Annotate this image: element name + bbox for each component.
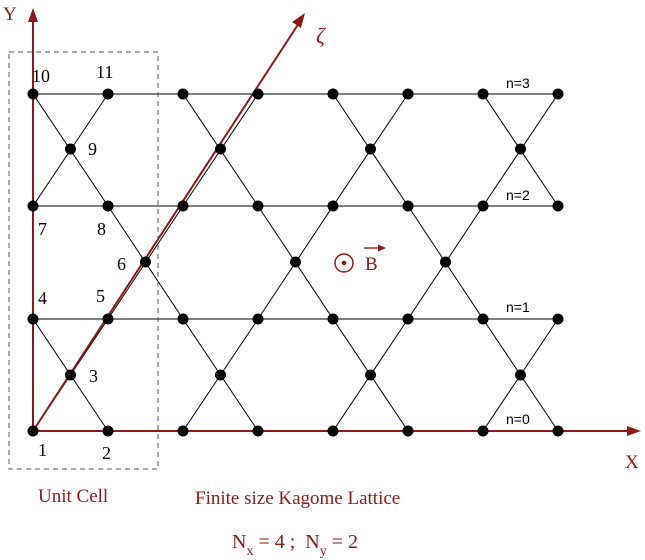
site-label-4: 4 bbox=[38, 288, 47, 308]
lattice-site bbox=[552, 200, 564, 212]
ny-symbol: N bbox=[305, 531, 319, 553]
zeta-axis-arrowhead bbox=[292, 13, 305, 28]
zeta-axis-label: ζ bbox=[316, 23, 327, 48]
lattice-site bbox=[402, 425, 414, 437]
lattice-site bbox=[477, 425, 489, 437]
unit-cell-box bbox=[8, 51, 159, 470]
lattice-site bbox=[552, 425, 564, 437]
lattice-site bbox=[252, 425, 264, 437]
diagram-title: Finite size Kagome Lattice bbox=[195, 488, 400, 509]
lattice-site bbox=[102, 88, 114, 100]
lattice-site bbox=[402, 313, 414, 325]
site-label-3: 3 bbox=[89, 366, 98, 386]
site-label-5: 5 bbox=[96, 286, 105, 306]
lattice-site bbox=[27, 425, 39, 437]
nx-subscript: x bbox=[246, 544, 253, 559]
lattice-site bbox=[27, 313, 39, 325]
lattice-site bbox=[177, 425, 189, 437]
nx-symbol: N bbox=[232, 531, 246, 553]
lattice-site bbox=[515, 369, 526, 381]
axes bbox=[28, 8, 641, 436]
lattice-site bbox=[102, 425, 114, 437]
lattice-site bbox=[102, 200, 114, 212]
site-label-7: 7 bbox=[38, 219, 47, 239]
lattice-size-formula: Nx = 4 ; Ny = 2 bbox=[232, 531, 358, 559]
lattice-site bbox=[402, 88, 414, 100]
unit-cell-caption: Unit Cell bbox=[38, 486, 108, 507]
field-symbol: B bbox=[365, 254, 378, 275]
lattice-site bbox=[215, 369, 226, 381]
site-label-11: 11 bbox=[96, 62, 113, 82]
lattice-site bbox=[252, 200, 264, 212]
lattice-site bbox=[65, 143, 76, 155]
site-label-2: 2 bbox=[102, 443, 111, 463]
lattice-site bbox=[65, 369, 76, 381]
lattice-sites bbox=[27, 88, 564, 437]
field-out-of-plane-icon bbox=[334, 253, 354, 273]
y-axis-arrowhead bbox=[28, 8, 38, 22]
lattice-site bbox=[327, 313, 339, 325]
site-label-8: 8 bbox=[97, 219, 106, 239]
lattice-site bbox=[252, 313, 264, 325]
lattice-site bbox=[365, 369, 376, 381]
lattice-site bbox=[552, 313, 564, 325]
nx-equation: = 4 ; bbox=[253, 531, 305, 553]
x-axis-arrowhead bbox=[627, 426, 641, 436]
lattice-site bbox=[27, 88, 39, 100]
lattice-site bbox=[177, 88, 189, 100]
site-label-9: 9 bbox=[88, 139, 97, 159]
lattice-site bbox=[177, 200, 189, 212]
ny-subscript: y bbox=[320, 544, 327, 559]
site-label-1: 1 bbox=[38, 440, 47, 460]
x-axis-label: X bbox=[625, 452, 639, 473]
zeta-axis bbox=[32, 19, 302, 432]
lattice-site bbox=[177, 313, 189, 325]
lattice-site bbox=[515, 143, 526, 155]
row-label-n1: n=1 bbox=[506, 299, 530, 315]
lattice-site bbox=[477, 313, 489, 325]
lattice-site bbox=[552, 88, 564, 100]
row-label-n0: n=0 bbox=[506, 411, 530, 427]
lattice-site bbox=[477, 88, 489, 100]
lattice-site bbox=[102, 313, 114, 325]
y-axis-label: Y bbox=[3, 4, 17, 25]
ny-equation: = 2 bbox=[327, 531, 358, 553]
lattice-site bbox=[327, 88, 339, 100]
lattice-site bbox=[290, 256, 301, 268]
row-label-n2: n=2 bbox=[506, 187, 530, 203]
row-label-n3: n=3 bbox=[506, 75, 530, 91]
magnetic-field-indicator: B bbox=[334, 244, 386, 275]
lattice-site bbox=[477, 200, 489, 212]
lattice-site bbox=[327, 200, 339, 212]
lattice-site bbox=[402, 200, 414, 212]
lattice-site bbox=[140, 256, 151, 268]
lattice-site bbox=[365, 143, 376, 155]
lattice-site bbox=[215, 143, 226, 155]
site-label-10: 10 bbox=[32, 66, 50, 86]
lattice-site bbox=[252, 88, 264, 100]
site-label-6: 6 bbox=[117, 254, 126, 274]
lattice-site bbox=[327, 425, 339, 437]
lattice-site bbox=[440, 256, 451, 268]
lattice-site bbox=[27, 200, 39, 212]
